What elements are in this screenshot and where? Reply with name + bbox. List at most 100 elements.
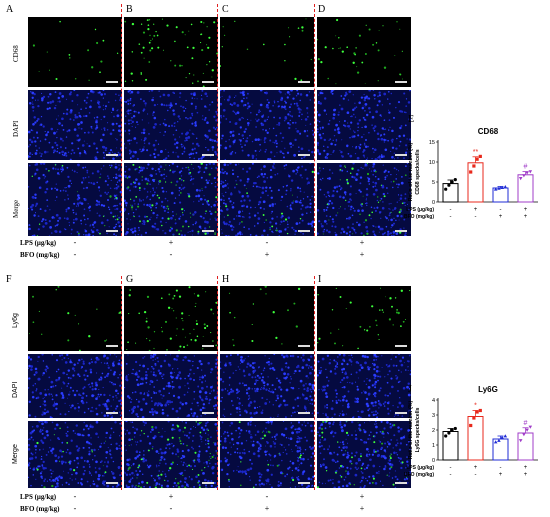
chart-title: Ly6G	[478, 385, 498, 394]
separator-line	[121, 276, 122, 490]
data-point	[472, 164, 476, 168]
data-point	[525, 428, 529, 432]
lps-label-bottom: LPS (μg/kg)	[20, 493, 57, 501]
data-point	[500, 185, 504, 189]
marker-image	[317, 286, 411, 351]
data-point	[478, 154, 482, 158]
cond-value: -	[265, 238, 269, 247]
scale-bar	[298, 482, 310, 484]
merge-image	[220, 163, 314, 236]
scale-bar	[202, 154, 214, 156]
merge-image	[317, 421, 411, 488]
significance-mark: *	[474, 403, 477, 410]
scale-bar	[298, 345, 310, 347]
separator-line	[314, 276, 315, 490]
data-point	[500, 435, 504, 439]
cond-value: -	[169, 250, 173, 259]
data-point	[450, 428, 454, 432]
panel-letter-c: C	[222, 4, 229, 15]
bar	[467, 162, 484, 203]
scale-bar	[106, 230, 118, 232]
scale-bar	[202, 482, 214, 484]
x-row-value: -	[475, 472, 477, 478]
x-row-label: LPS (μg/kg)	[406, 465, 434, 471]
bfo-label-top: BFO (mg/kg)	[20, 251, 60, 259]
panel-letter-f: F	[6, 274, 12, 285]
cond-value: +	[359, 238, 365, 247]
data-point	[528, 170, 533, 174]
scale-bar	[202, 230, 214, 232]
data-point	[450, 180, 454, 184]
dapi-image	[317, 90, 411, 160]
y-tick-label: 0	[432, 458, 435, 464]
x-row-value: +	[499, 472, 503, 478]
chart-title: CD68	[478, 127, 499, 136]
x-row-label: BFO (mg/kg)	[404, 214, 434, 220]
panel-letter-g: G	[126, 274, 134, 285]
marker-image	[220, 17, 314, 87]
marker-image	[28, 17, 122, 87]
marker-image	[317, 17, 411, 87]
bar	[517, 432, 534, 461]
scale-bar	[106, 482, 118, 484]
dapi-image	[220, 354, 314, 418]
data-point	[493, 440, 498, 444]
data-point	[528, 425, 533, 429]
data-point	[503, 185, 508, 189]
x-row-value: -	[450, 214, 452, 220]
scale-bar	[395, 412, 407, 414]
dapi-image	[220, 90, 314, 160]
x-row-value: +	[474, 207, 478, 213]
scale-bar	[395, 345, 407, 347]
scale-bar	[298, 154, 310, 156]
bar	[517, 174, 534, 203]
x-row-value: -	[450, 465, 452, 471]
merge-image	[28, 421, 122, 488]
scale-bar	[202, 345, 214, 347]
y-tick-label: 15	[429, 140, 435, 146]
chart-cd68-svg: CD68 Ratio of the number (%) CD68 specks/c…	[404, 127, 538, 220]
cond-value: +	[264, 504, 270, 513]
y-axis-label: CD68 specks/cells	[415, 149, 421, 194]
data-point	[518, 177, 523, 181]
cond-value: +	[359, 492, 365, 501]
y-tick-label: 0	[432, 200, 435, 206]
cond-value: -	[73, 492, 77, 501]
separator-line	[217, 276, 218, 490]
bar	[442, 183, 459, 203]
separator-line	[121, 4, 122, 236]
scale-bar	[395, 482, 407, 484]
significance-mark: **	[473, 149, 479, 156]
merge-image	[220, 421, 314, 488]
scale-bar	[298, 230, 310, 232]
data-point	[444, 434, 448, 438]
panel-letter-i: I	[318, 274, 322, 285]
data-point	[475, 410, 479, 414]
x-row-value: +	[524, 207, 528, 213]
scale-bar	[298, 412, 310, 414]
data-point	[453, 426, 457, 431]
merge-image	[28, 163, 122, 236]
cond-value: -	[169, 504, 173, 513]
scale-bar	[106, 81, 118, 83]
chart-ly6g: Ly6G Ratio of the number (%) Ly6G specks/c…	[400, 380, 548, 498]
dapi-image	[317, 354, 411, 418]
x-row-value: -	[450, 207, 452, 213]
panel-letter-d: D	[318, 4, 326, 15]
scale-bar	[395, 154, 407, 156]
separator-line	[314, 4, 315, 236]
row-label-dapi-bottom: DAPI	[12, 381, 19, 398]
y-tick-label: 3	[432, 413, 435, 419]
x-row-value: -	[500, 465, 502, 471]
dapi-image	[124, 354, 218, 418]
panel-letter-a: A	[6, 4, 14, 15]
merge-image	[124, 163, 218, 236]
x-row-value: +	[499, 214, 503, 220]
data-point	[469, 170, 473, 174]
x-row-label: BFO (mg/kg)	[404, 472, 434, 478]
marker-image	[220, 286, 314, 351]
x-row-value: +	[474, 465, 478, 471]
data-point	[447, 431, 451, 435]
panel-letter-e: E	[408, 114, 415, 125]
cond-value: +	[168, 238, 174, 247]
